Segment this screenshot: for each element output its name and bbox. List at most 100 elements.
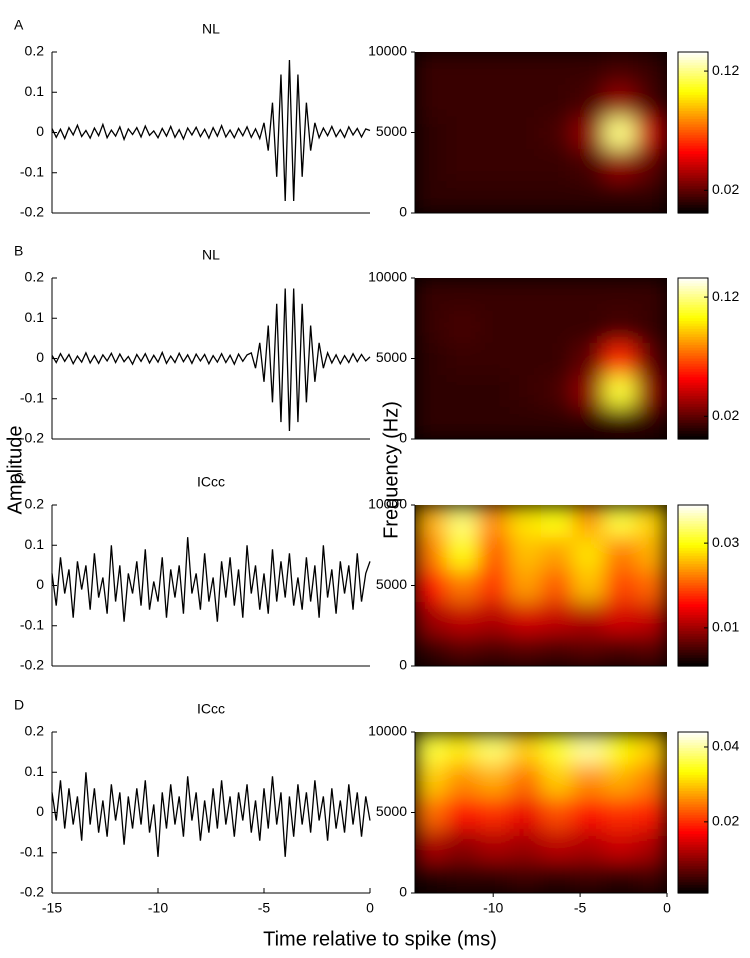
heatmap-cell <box>572 796 605 830</box>
colorbar-step <box>678 127 708 131</box>
panel-title: ICcc <box>197 701 225 717</box>
heatmap-cell <box>478 764 510 797</box>
heatmap <box>415 52 667 213</box>
colorbar-step <box>678 323 708 327</box>
heatmap-cell <box>572 406 605 439</box>
x-tick-label: -10 <box>148 900 168 916</box>
heatmap-cell <box>415 374 447 408</box>
panel-letter: B <box>14 243 23 259</box>
colorbar-step <box>678 515 708 520</box>
colorbar-step <box>678 52 708 56</box>
colorbar-step <box>678 742 708 747</box>
colorbar-step <box>678 412 708 416</box>
heatmap-cell <box>478 569 510 603</box>
heatmap-cell <box>415 278 447 311</box>
colorbar-step <box>678 331 708 335</box>
colorbar-step <box>678 334 708 338</box>
colorbar-step <box>678 545 708 549</box>
heatmap-cell <box>572 860 605 893</box>
colorbar-step <box>678 409 708 413</box>
colorbar-step <box>678 612 708 616</box>
heatmap-cell <box>478 278 510 311</box>
heatmap-cell <box>446 84 479 117</box>
colorbar-step <box>678 60 708 64</box>
heatmap-cell <box>478 537 510 570</box>
heatmap-cell <box>446 764 479 797</box>
heatmap-cell <box>572 732 605 765</box>
heatmap-cell <box>509 633 542 666</box>
colorbar-step <box>678 868 708 873</box>
heatmap-cell <box>604 732 636 765</box>
heatmap-cell <box>446 116 479 150</box>
colorbar-step <box>678 879 708 883</box>
colorbar-step <box>678 766 708 771</box>
colorbar-step <box>678 588 708 592</box>
colorbar-step <box>678 302 708 306</box>
colorbar-step <box>678 180 708 185</box>
colorbar-step <box>678 388 708 392</box>
colorbar-step <box>678 628 708 632</box>
colorbar-step <box>678 124 708 128</box>
heatmap-cell <box>478 633 510 666</box>
colorbar-step <box>678 194 708 198</box>
colorbar-step <box>678 385 708 389</box>
heatmap-cell <box>478 406 510 439</box>
colorbar-step <box>678 108 708 112</box>
colorbar-step <box>678 358 708 362</box>
colorbar-step <box>678 304 708 309</box>
heatmap-cell <box>478 374 510 408</box>
heatmap-cell <box>415 569 447 603</box>
panel-letter: D <box>14 697 24 713</box>
heatmap-cell <box>478 732 510 765</box>
heatmap <box>415 732 667 893</box>
heatmap-cell <box>604 828 636 862</box>
heatmap-cell <box>635 52 667 85</box>
heatmap-cell <box>509 180 542 213</box>
heatmap-cell <box>415 828 447 862</box>
colorbar-step <box>678 606 708 611</box>
colorbar-step <box>678 294 708 298</box>
colorbar-step <box>678 580 708 584</box>
colorbar-step <box>678 70 708 75</box>
waveform <box>51 537 371 622</box>
y-tick-label: 0.1 <box>25 309 45 325</box>
colorbar-tick-label: 0.12 <box>712 288 739 304</box>
heatmap-cell <box>604 537 636 570</box>
heatmap-cell <box>635 796 667 830</box>
colorbar-step <box>678 73 708 77</box>
heatmap-cell <box>541 180 573 213</box>
colorbar-step <box>678 756 708 760</box>
waveform <box>51 288 371 431</box>
colorbar-tick-label: 0.03 <box>712 534 739 550</box>
heatmap-cell <box>509 505 542 538</box>
heatmap-cell <box>415 180 447 213</box>
heatmap-cell <box>635 601 667 635</box>
colorbar-step <box>678 280 708 284</box>
colorbar-step <box>678 518 708 522</box>
heatmap-cell <box>446 406 479 439</box>
heatmap-cell <box>541 374 573 408</box>
colorbar-step <box>678 807 708 811</box>
heatmap-cell <box>541 116 573 150</box>
colorbar-step <box>678 366 708 370</box>
heatmap-cell <box>415 342 447 376</box>
colorbar-step <box>678 191 708 195</box>
colorbar-step <box>678 636 708 640</box>
colorbar-step <box>678 663 708 667</box>
colorbar-step <box>678 641 708 646</box>
colorbar-tick-label: 0.04 <box>712 738 739 754</box>
colorbar-step <box>678 761 708 765</box>
colorbar-step <box>678 639 708 643</box>
heatmap-cell <box>635 84 667 117</box>
heatmap-cell <box>604 148 636 182</box>
colorbar-step <box>678 844 708 848</box>
y-tick-label: 0 <box>36 349 44 365</box>
colorbar-step <box>678 202 708 206</box>
heatmap-cell <box>446 732 479 765</box>
heatmap-cell <box>635 537 667 570</box>
heatmap-cell <box>446 180 479 213</box>
colorbar-step <box>678 320 708 325</box>
colorbar-step <box>678 812 708 816</box>
heatmap-cell <box>541 796 573 830</box>
heatmap-cell <box>604 278 636 311</box>
